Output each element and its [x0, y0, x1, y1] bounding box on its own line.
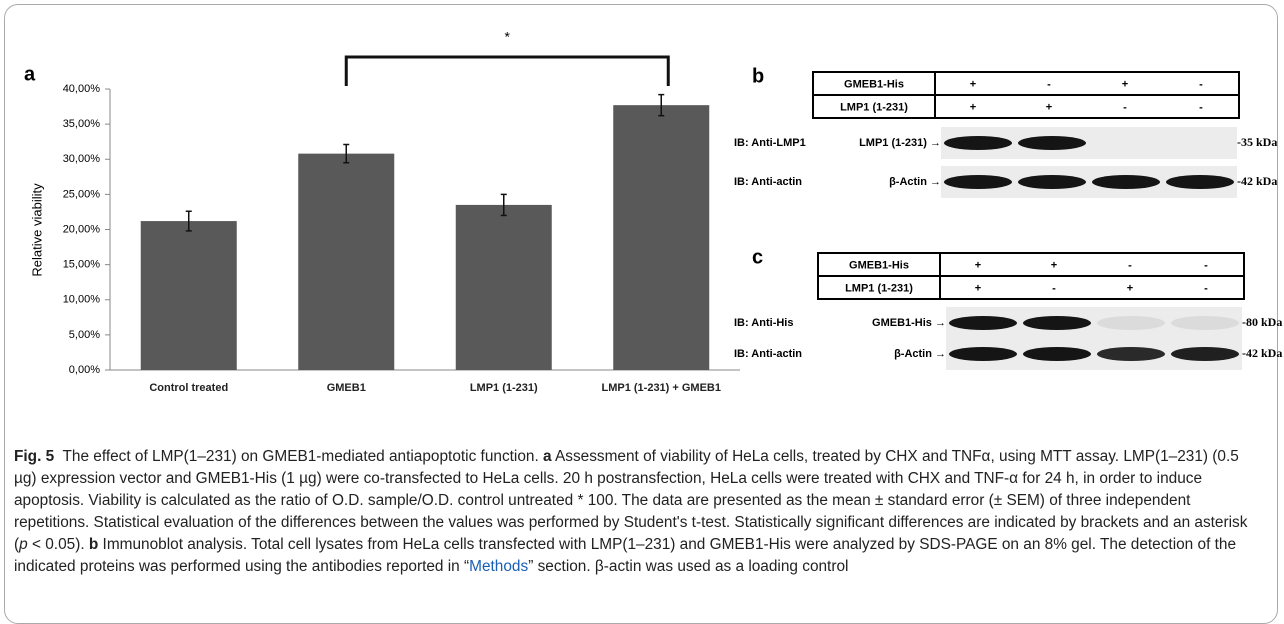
- size-marker: -42 kDa: [1242, 346, 1282, 360]
- treatment-sign: -: [1052, 282, 1056, 294]
- size-marker: -42 kDa: [1237, 174, 1277, 188]
- treatment-sign: +: [1051, 259, 1057, 271]
- y-tick-label: 5,00%: [69, 329, 100, 341]
- blot-band: [1166, 175, 1234, 189]
- treatment-sign: -: [1128, 259, 1132, 271]
- y-tick-label: 10,00%: [63, 294, 101, 306]
- caption-panel-ref: b: [89, 536, 98, 553]
- protein-label: GMEB1-His →: [872, 317, 946, 329]
- treatment-sign: +: [1122, 78, 1128, 90]
- treatment-sign: -: [1199, 78, 1203, 90]
- row-header: GMEB1-His: [849, 259, 909, 271]
- panel-label: a: [24, 63, 36, 85]
- blot-band: [1018, 175, 1086, 189]
- y-tick-label: 15,00%: [63, 259, 101, 271]
- bar: [141, 221, 237, 370]
- row-header: LMP1 (1-231): [845, 282, 913, 294]
- size-marker: -35 kDa: [1237, 135, 1277, 149]
- blot-band: [1171, 316, 1239, 330]
- y-tick-label: 0,00%: [69, 364, 100, 376]
- bar: [456, 205, 552, 370]
- figure: a Relative viability 0,00% 5,00% 10,00% 15,00…: [0, 0, 1284, 611]
- caption-label: Fig. 5: [14, 448, 54, 465]
- x-tick-label: GMEB1: [271, 380, 421, 397]
- blot-band: [1171, 347, 1239, 361]
- antibody-label: IB: Anti-LMP1: [734, 137, 806, 149]
- antibody-label: IB: Anti-His: [734, 317, 793, 329]
- antibody-label: IB: Anti-actin: [734, 348, 802, 360]
- blot-band: [944, 175, 1012, 189]
- treatment-sign: +: [1046, 101, 1052, 113]
- treatment-sign: +: [970, 101, 976, 113]
- significance-bracket: [346, 57, 668, 86]
- panel-label: c: [752, 246, 763, 268]
- row-header: GMEB1-His: [844, 78, 904, 90]
- caption-text: The effect of LMP(1–231) on GMEB1-mediat…: [62, 448, 543, 465]
- caption-link[interactable]: Methods: [469, 558, 528, 575]
- caption-panel-ref: a: [543, 448, 552, 465]
- blot-band: [1092, 175, 1160, 189]
- blot-band: [1097, 316, 1165, 330]
- treatment-sign: -: [1199, 101, 1203, 113]
- y-tick-label: 20,00%: [63, 223, 101, 235]
- x-tick-label: LMP1 (1-231): [429, 380, 579, 397]
- significance-mark: *: [505, 29, 511, 45]
- blot-band: [1018, 136, 1086, 150]
- antibody-label: IB: Anti-actin: [734, 176, 802, 188]
- y-axis-label: Relative viability: [29, 183, 44, 277]
- x-tick-label: LMP1 (1-231) + GMEB1: [586, 380, 736, 397]
- blot-band: [1023, 316, 1091, 330]
- y-tick-label: 30,00%: [63, 153, 101, 165]
- y-tick-label: 40,00%: [63, 83, 101, 95]
- row-header: LMP1 (1-231): [840, 101, 908, 113]
- bar: [298, 154, 394, 370]
- y-tick-label: 35,00%: [63, 118, 101, 130]
- treatment-sign: -: [1204, 282, 1208, 294]
- protein-label: β-Actin →: [889, 176, 941, 188]
- blot-band: [949, 347, 1017, 361]
- figure-graphics: a Relative viability 0,00% 5,00% 10,00% 15,00…: [0, 0, 1284, 440]
- caption-italic: p: [19, 536, 28, 553]
- size-marker: -80 kDa: [1242, 315, 1282, 329]
- x-tick-label: Control treated: [114, 380, 264, 397]
- treatment-sign: -: [1204, 259, 1208, 271]
- caption-text: < 0.05).: [28, 536, 89, 553]
- treatment-sign: -: [1123, 101, 1127, 113]
- treatment-sign: +: [975, 282, 981, 294]
- blot-band: [944, 136, 1012, 150]
- treatment-sign: +: [970, 78, 976, 90]
- treatment-sign: +: [975, 259, 981, 271]
- treatment-sign: +: [1127, 282, 1133, 294]
- caption: Fig. 5 The effect of LMP(1–231) on GMEB1…: [14, 446, 1264, 578]
- treatment-sign: -: [1047, 78, 1051, 90]
- blot-band: [1097, 347, 1165, 361]
- bar: [613, 105, 709, 370]
- blot-band: [1023, 347, 1091, 361]
- y-tick-label: 25,00%: [63, 188, 101, 200]
- blot-band: [949, 316, 1017, 330]
- panel-label: b: [752, 65, 764, 87]
- protein-label: β-Actin →: [894, 348, 946, 360]
- protein-label: LMP1 (1-231) →: [859, 137, 941, 149]
- caption-text: ” section. β-actin was used as a loading…: [528, 558, 848, 575]
